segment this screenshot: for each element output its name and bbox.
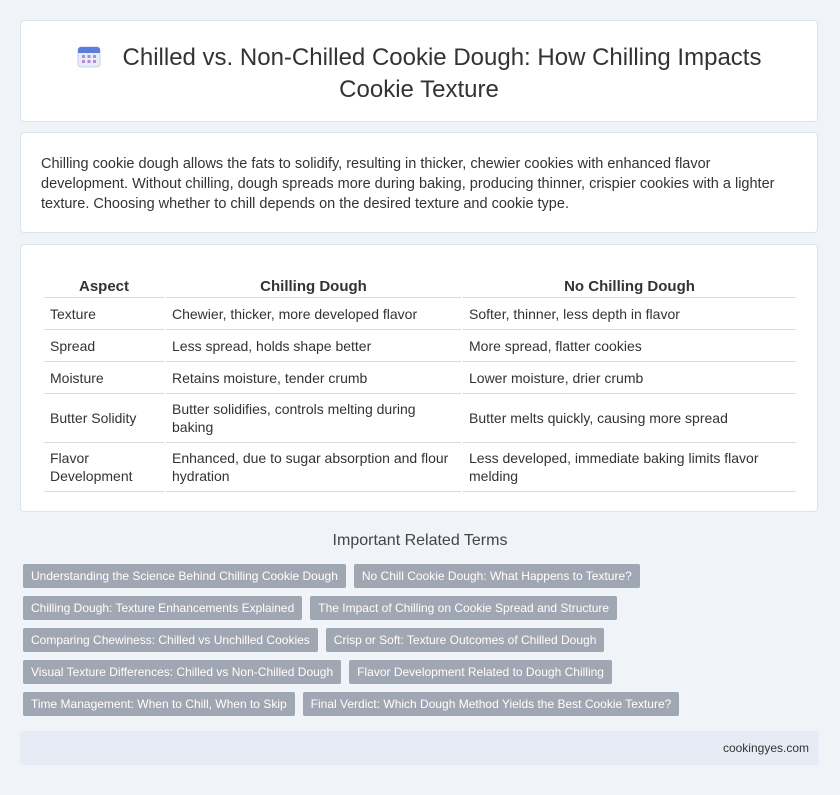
site-link[interactable]: cookingyes.com (722, 741, 809, 755)
cell-no-chilling: Softer, thinner, less depth in flavor (463, 298, 796, 330)
title-line-1: Chilled vs. Non-Chilled Cookie Dough: Ho… (122, 44, 762, 71)
related-term-tag[interactable]: Crisp or Soft: Texture Outcomes of Chill… (325, 628, 605, 652)
related-term-tag[interactable]: Flavor Development Related to Dough Chil… (349, 660, 612, 684)
table-row: Moisture Retains moisture, tender crumb … (44, 362, 796, 394)
intro-text: Chilling cookie dough allows the fats to… (41, 156, 775, 212)
related-term-tag[interactable]: Understanding the Science Behind Chillin… (23, 564, 346, 588)
related-term-tag[interactable]: The Impact of Chilling on Cookie Spread … (310, 596, 618, 620)
cell-chilling: Enhanced, due to sugar absorption and fl… (166, 443, 461, 492)
cell-chilling: Less spread, holds shape better (166, 330, 461, 362)
comparison-card: Aspect Chilling Dough No Chilling Dough … (20, 244, 818, 512)
header-chilling: Chilling Dough (166, 275, 461, 298)
table-row: Spread Less spread, holds shape better M… (44, 330, 796, 362)
footer: cookingyes.com (20, 731, 819, 765)
cell-aspect: Butter Solidity (44, 394, 164, 443)
title-line-2: Cookie Texture (339, 76, 499, 103)
cell-aspect: Flavor Development (44, 443, 164, 492)
table-header-row: Aspect Chilling Dough No Chilling Dough (44, 275, 796, 298)
related-term-tag[interactable]: Final Verdict: Which Dough Method Yields… (302, 692, 680, 716)
comparison-table: Aspect Chilling Dough No Chilling Dough … (42, 275, 798, 492)
related-term-tag[interactable]: Time Management: When to Chill, When to … (23, 692, 295, 716)
cell-aspect: Moisture (44, 362, 164, 394)
header-card: Chilled vs. Non-Chilled Cookie Dough: Ho… (20, 20, 818, 122)
table-row: Butter Solidity Butter solidifies, contr… (44, 394, 796, 443)
cell-chilling: Butter solidifies, controls melting duri… (166, 394, 461, 443)
intro-card: Chilling cookie dough allows the fats to… (20, 132, 818, 233)
cell-no-chilling: Less developed, immediate baking limits … (463, 443, 796, 492)
table-row: Texture Chewier, thicker, more developed… (44, 298, 796, 330)
cell-chilling: Retains moisture, tender crumb (166, 362, 461, 394)
table-row: Flavor Development Enhanced, due to suga… (44, 443, 796, 492)
cell-aspect: Texture (44, 298, 164, 330)
cell-aspect: Spread (44, 330, 164, 362)
cell-no-chilling: Lower moisture, drier crumb (463, 362, 796, 394)
related-term-tag[interactable]: Visual Texture Differences: Chilled vs N… (23, 660, 342, 684)
page-title: Chilled vs. Non-Chilled Cookie Dough: Ho… (21, 43, 817, 104)
header-no-chilling: No Chilling Dough (463, 275, 796, 298)
cell-chilling: Chewier, thicker, more developed flavor (166, 298, 461, 330)
cell-no-chilling: Butter melts quickly, causing more sprea… (463, 394, 796, 443)
related-terms-title: Important Related Terms (332, 532, 508, 549)
related-term-tag[interactable]: No Chill Cookie Dough: What Happens to T… (353, 564, 640, 588)
cell-no-chilling: More spread, flatter cookies (463, 330, 796, 362)
related-term-tag[interactable]: Chilling Dough: Texture Enhancements Exp… (23, 596, 303, 620)
calendar-icon (77, 44, 101, 75)
related-terms-list: Understanding the Science Behind Chillin… (23, 564, 783, 724)
header-aspect: Aspect (44, 275, 164, 298)
related-term-tag[interactable]: Comparing Chewiness: Chilled vs Unchille… (23, 628, 318, 652)
